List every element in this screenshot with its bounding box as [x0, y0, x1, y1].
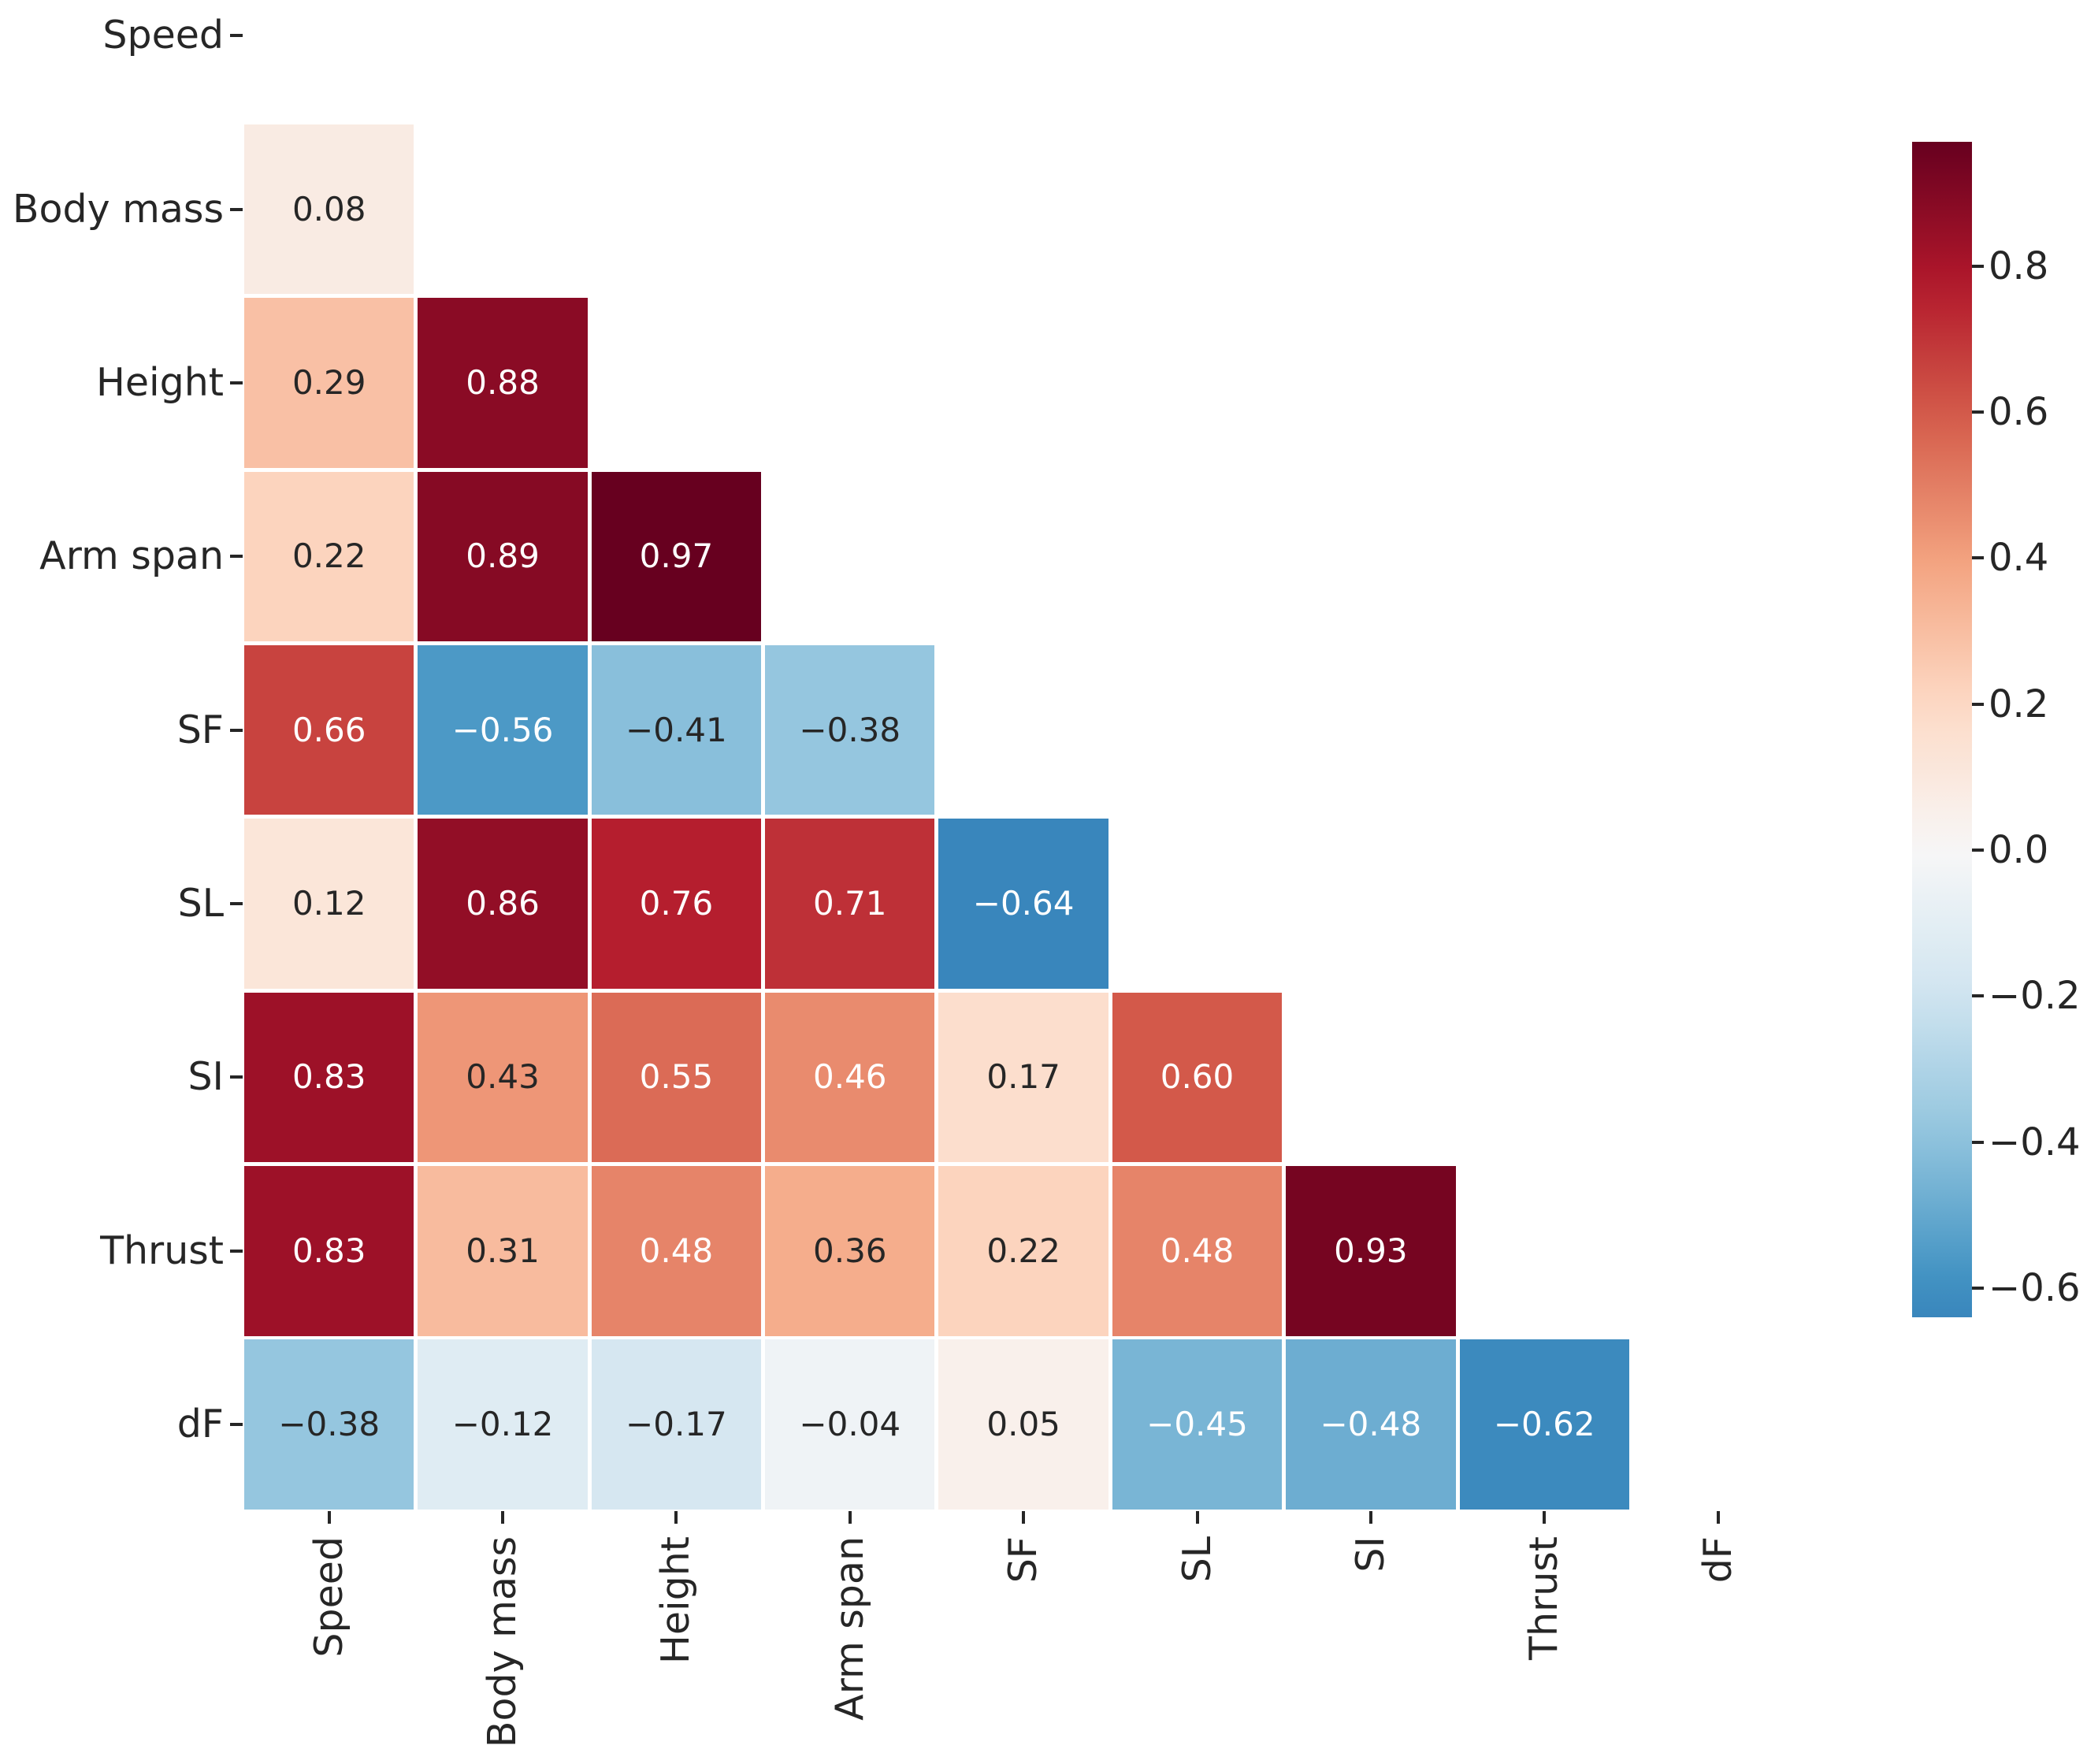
y-axis-tick: [230, 381, 243, 385]
heatmap-cell: 0.60: [1112, 992, 1283, 1163]
heatmap-cell: 0.48: [591, 1166, 762, 1336]
colorbar-tick-label: 0.8: [1989, 243, 2049, 288]
heatmap-cell: 0.12: [244, 819, 414, 989]
y-axis-label: Body mass: [12, 186, 224, 232]
heatmap-cell: 0.48: [1112, 1166, 1283, 1336]
y-axis-tick: [230, 902, 243, 906]
colorbar-tick: [1972, 264, 1984, 268]
y-axis-tick: [230, 1423, 243, 1427]
heatmap-cell: −0.17: [591, 1339, 762, 1510]
heatmap-cell: 0.46: [765, 992, 935, 1163]
y-axis-tick: [230, 1075, 243, 1079]
heatmap-cell: 0.29: [244, 298, 414, 468]
heatmap-cell: 0.17: [938, 992, 1108, 1163]
heatmap-cell: 0.43: [418, 992, 588, 1163]
heatmap-cell: −0.56: [418, 645, 588, 815]
x-axis-tick: [1368, 1511, 1372, 1524]
y-axis-tick: [230, 34, 243, 38]
heatmap-cell: 0.22: [244, 471, 414, 642]
colorbar-tick-label: 0.4: [1989, 536, 2049, 581]
heatmap-cell: 0.83: [244, 1166, 414, 1336]
colorbar-tick-label: 0.2: [1989, 681, 2049, 726]
y-axis-label: Height: [96, 360, 224, 406]
heatmap-cell: 0.05: [938, 1339, 1108, 1510]
colorbar-tick: [1972, 702, 1984, 706]
colorbar-tick: [1972, 848, 1984, 852]
heatmap-cell: 0.86: [418, 819, 588, 989]
x-axis-label: Height: [653, 1536, 699, 1664]
colorbar-tick: [1972, 994, 1984, 998]
y-axis-label: SI: [188, 1054, 224, 1100]
y-axis-tick: [230, 1249, 243, 1253]
heatmap-cell: −0.12: [418, 1339, 588, 1510]
y-axis-label: SF: [176, 707, 224, 752]
x-axis-label: Arm span: [826, 1536, 872, 1721]
y-axis-label: Arm span: [39, 533, 224, 579]
x-axis-label: SF: [1001, 1536, 1046, 1584]
heatmap-cell: 0.76: [591, 819, 762, 989]
x-axis-tick: [674, 1511, 678, 1524]
heatmap-cell: 0.88: [418, 298, 588, 468]
y-axis-label: Thrust: [100, 1227, 224, 1273]
heatmap-cell: −0.48: [1286, 1339, 1456, 1510]
colorbar-tick: [1972, 1286, 1984, 1290]
x-axis-label: Thrust: [1521, 1536, 1567, 1660]
heatmap-cell: −0.04: [765, 1339, 935, 1510]
heatmap-cell: −0.45: [1112, 1339, 1283, 1510]
heatmap-cell: 0.89: [418, 471, 588, 642]
heatmap-cell: −0.38: [244, 1339, 414, 1510]
colorbar-tick-label: 0.0: [1989, 827, 2049, 872]
y-axis-tick: [230, 728, 243, 732]
y-axis-tick: [230, 555, 243, 559]
x-axis-tick: [1716, 1511, 1720, 1524]
heatmap-cell: 0.66: [244, 645, 414, 815]
x-axis-tick: [1195, 1511, 1199, 1524]
colorbar-tick-label: −0.4: [1989, 1120, 2081, 1164]
colorbar-tick: [1972, 1140, 1984, 1144]
heatmap-cell: 0.97: [591, 471, 762, 642]
heatmap-cell: 0.08: [244, 124, 414, 295]
heatmap-cell: −0.38: [765, 645, 935, 815]
x-axis-label: SI: [1347, 1536, 1393, 1573]
colorbar-tick-label: 0.6: [1989, 389, 2049, 434]
y-axis-label: dF: [176, 1402, 224, 1447]
x-axis-tick: [327, 1511, 331, 1524]
heatmap-cell: 0.93: [1286, 1166, 1456, 1336]
colorbar-tick: [1972, 556, 1984, 560]
heatmap-cell: −0.64: [938, 819, 1108, 989]
colorbar-tick: [1972, 410, 1984, 414]
heatmap-cell: 0.55: [591, 992, 762, 1163]
y-axis-label: SL: [177, 881, 224, 927]
heatmap-cell: −0.41: [591, 645, 762, 815]
x-axis-label: Speed: [306, 1536, 351, 1658]
x-axis-label: dF: [1695, 1536, 1740, 1584]
x-axis-label: Body mass: [480, 1536, 525, 1748]
heatmap-cell: 0.36: [765, 1166, 935, 1336]
colorbar-gradient: [1912, 142, 1972, 1317]
y-axis-label: Speed: [102, 13, 224, 58]
x-axis-label: SL: [1174, 1536, 1220, 1583]
x-axis-tick: [501, 1511, 505, 1524]
x-axis-tick: [1543, 1511, 1547, 1524]
colorbar-tick-label: −0.6: [1989, 1265, 2081, 1310]
heatmap-cell: 0.83: [244, 992, 414, 1163]
heatmap-cell: 0.22: [938, 1166, 1108, 1336]
x-axis-tick: [1022, 1511, 1026, 1524]
heatmap-cell: 0.71: [765, 819, 935, 989]
y-axis-tick: [230, 207, 243, 211]
colorbar-tick-label: −0.2: [1989, 974, 2081, 1019]
heatmap-cell: 0.31: [418, 1166, 588, 1336]
heatmap-cell: −0.62: [1459, 1339, 1629, 1510]
x-axis-tick: [848, 1511, 852, 1524]
